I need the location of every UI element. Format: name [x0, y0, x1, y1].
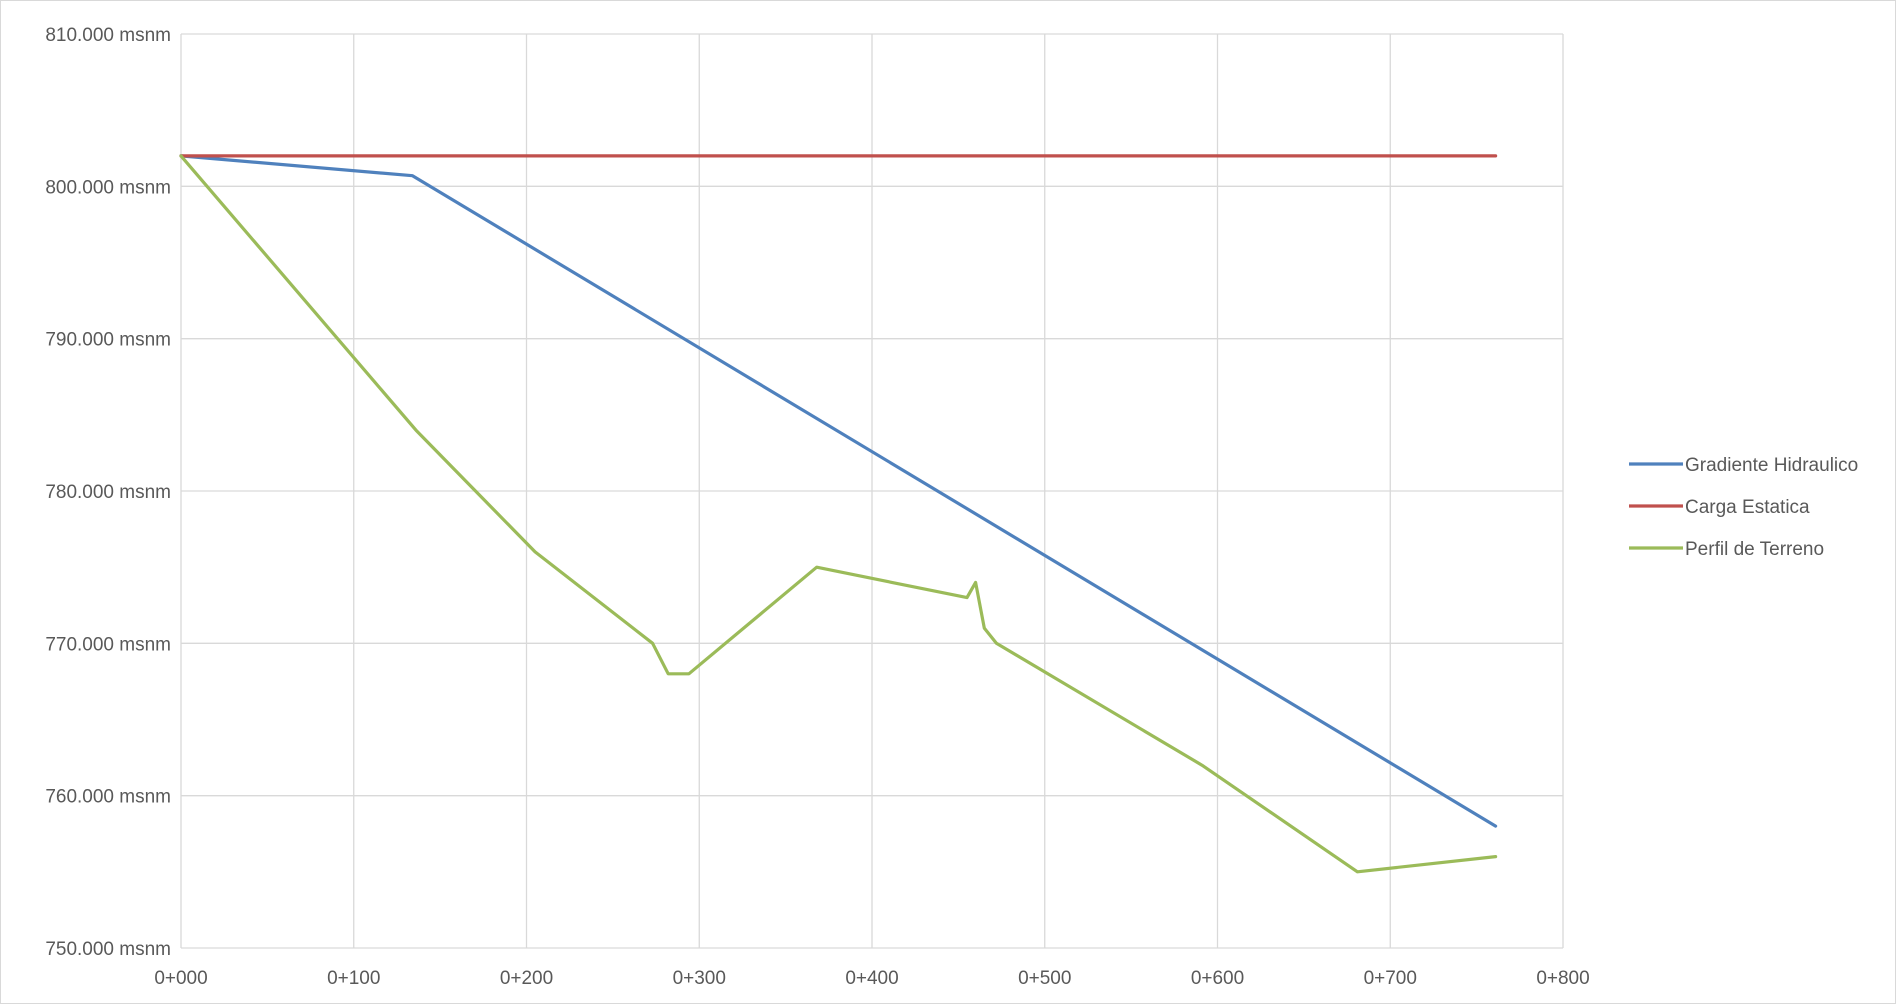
- y-tick-label: 780.000 msnm: [45, 482, 171, 503]
- x-tick-label: 0+200: [500, 968, 553, 989]
- legend-entry-label: Perfil de Terreno: [1685, 539, 1824, 560]
- x-tick-label: 0+000: [154, 968, 207, 989]
- y-tick-label: 810.000 msnm: [45, 25, 171, 46]
- x-tick-label: 0+400: [845, 968, 898, 989]
- legend-entry-label: Carga Estatica: [1685, 497, 1810, 518]
- series-lines: [179, 154, 1498, 874]
- y-tick-label: 800.000 msnm: [45, 177, 171, 198]
- legend-entry-label: Gradiente Hidraulico: [1685, 455, 1858, 476]
- y-tick-label: 770.000 msnm: [45, 634, 171, 655]
- legend: Gradiente Hidraulico Carga Estatica Perfil…: [1629, 455, 1858, 560]
- y-tick-label: 790.000 msnm: [45, 330, 171, 351]
- y-tick-label: 760.000 msnm: [45, 787, 171, 808]
- x-tick-label: 0+800: [1536, 968, 1589, 989]
- axes: 750.000 msnm 760.000 msnm 770.000 msnm 780.…: [45, 25, 1589, 989]
- series-line-perfil-de-terreno: [179, 154, 1498, 874]
- x-tick-label: 0+300: [673, 968, 726, 989]
- y-tick-label: 750.000 msnm: [45, 939, 171, 960]
- x-tick-label: 0+100: [327, 968, 380, 989]
- x-tick-label: 0+700: [1364, 968, 1417, 989]
- series-line-gradiente-hidraulico: [179, 154, 1498, 828]
- x-tick-label: 0+500: [1018, 968, 1071, 989]
- gridlines: [180, 33, 1564, 949]
- x-tick-label: 0+600: [1191, 968, 1244, 989]
